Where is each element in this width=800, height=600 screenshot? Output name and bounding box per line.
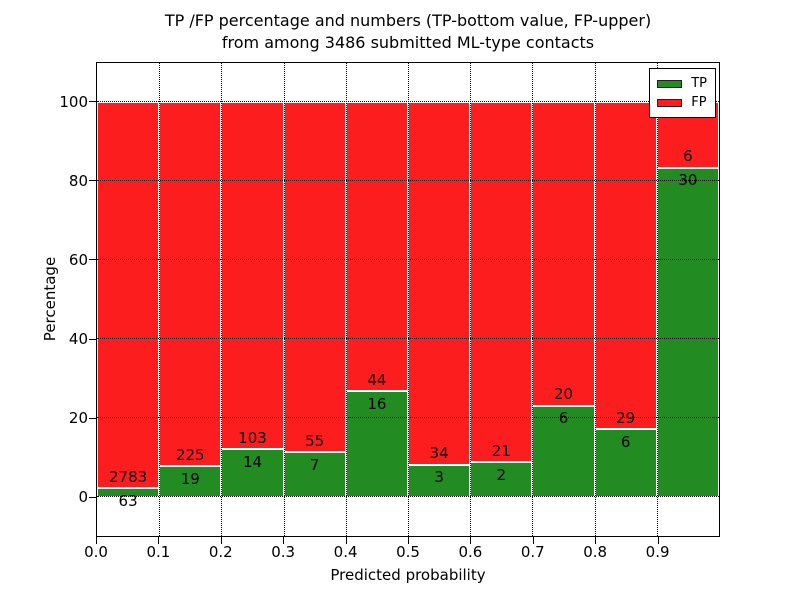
- bar-label-fp: 103: [238, 429, 267, 448]
- gridline-vertical: [408, 63, 409, 536]
- y-tick-mark: [89, 101, 96, 103]
- bar-segment-fp: [470, 102, 533, 463]
- chart-title-line2: from among 3486 submitted ML-type contac…: [221, 33, 595, 52]
- bar-label-fp: 44: [367, 370, 387, 389]
- y-tick-label: 0: [78, 488, 88, 507]
- y-tick-mark: [89, 496, 96, 498]
- bar-0.0: 2783 63: [97, 63, 160, 536]
- y-tick-mark: [89, 417, 96, 419]
- gridline-vertical: [532, 63, 534, 536]
- bar-segment-fp: [532, 102, 595, 406]
- gridline-vertical: [656, 63, 658, 536]
- gridline-vertical: [159, 63, 161, 536]
- bar-label-fp: 21: [491, 441, 511, 460]
- bar-0.4: 44 16: [345, 63, 408, 536]
- x-axis-label: Predicted probability: [330, 566, 486, 584]
- plot-area: 2783 63 225 19 103 14 55 7 44 16 34 3 21 2 20 6 29 6 6 30 T…: [96, 62, 720, 537]
- y-tick-mark: [89, 180, 96, 182]
- bar-label-fp: 225: [175, 445, 205, 464]
- bar-0.7: 20 6: [532, 63, 595, 536]
- legend: TP FP: [649, 68, 716, 118]
- y-tick-label: 100: [59, 92, 88, 111]
- x-tick-mark: [96, 537, 97, 544]
- bar-segment-fp: [159, 102, 222, 466]
- bar-segment-tp: [345, 391, 408, 497]
- gridline-vertical: [345, 63, 347, 536]
- bar-label-fp: 2783: [109, 467, 148, 486]
- chart-title-line1: TP /FP percentage and numbers (TP-bottom…: [164, 11, 652, 30]
- bar-label-tp: 2: [496, 465, 507, 484]
- bar-segment-fp: [345, 102, 408, 392]
- x-tick-mark: [657, 537, 659, 544]
- bar-0.8: 29 6: [594, 63, 657, 536]
- bar-label-fp: 55: [305, 431, 325, 450]
- x-tick-label: 0.2: [208, 543, 233, 561]
- bar-label-fp: 20: [553, 385, 574, 404]
- legend-entry-tp: TP: [657, 74, 707, 93]
- y-tick-label: 80: [68, 171, 88, 190]
- gridline-vertical: [594, 63, 596, 536]
- x-tick-label: 0.1: [146, 543, 171, 561]
- x-tick-mark: [595, 537, 597, 544]
- bar-segment-tp: [470, 462, 533, 497]
- x-tick-mark: [345, 537, 347, 544]
- x-tick-mark: [220, 537, 222, 544]
- bar-label-fp: 34: [429, 444, 449, 463]
- x-tick-label: 0.3: [271, 543, 296, 561]
- gridline-vertical: [283, 63, 285, 536]
- bar-segment-fp: [97, 102, 160, 488]
- legend-entry-fp: FP: [657, 93, 707, 112]
- legend-label: FP: [691, 95, 707, 110]
- x-tick-mark: [158, 537, 160, 544]
- bar-0.6: 21 2: [470, 63, 533, 536]
- bars-layer: 2783 63 225 19 103 14 55 7 44 16 34 3 21 2 20 6 29 6 6 30: [97, 63, 719, 536]
- bar-label-tp: 16: [367, 394, 387, 413]
- bar-label-tp: 14: [242, 453, 263, 472]
- x-tick-mark: [408, 537, 409, 544]
- x-tick-label: 0.5: [396, 543, 420, 561]
- y-tick-label: 40: [68, 330, 88, 349]
- x-tick-label: 0.4: [333, 543, 358, 561]
- x-tick-label: 0.0: [84, 543, 108, 561]
- legend-swatch-tp: [657, 79, 683, 88]
- x-tick-mark: [532, 537, 534, 544]
- bar-0.1: 225 19: [159, 63, 222, 536]
- bar-label-tp: 3: [434, 468, 444, 487]
- x-tick-label: 0.7: [520, 543, 545, 561]
- y-tick-mark: [89, 338, 96, 340]
- x-tick-label: 0.8: [583, 543, 608, 561]
- legend-label: TP: [691, 76, 707, 91]
- bar-label-tp: 6: [620, 432, 631, 451]
- y-tick-label: 60: [68, 250, 88, 269]
- y-tick-mark: [89, 259, 96, 261]
- bar-label-fp: 6: [683, 146, 693, 165]
- bar-segment-fp: [594, 102, 657, 430]
- chart-title: TP /FP percentage and numbers (TP-bottom…: [96, 10, 720, 54]
- x-tick-mark: [283, 537, 285, 544]
- x-tick-label: 0.9: [645, 543, 670, 561]
- bar-label-tp: 7: [309, 455, 320, 474]
- bar-segment-fp: [283, 102, 346, 453]
- bar-0.2: 103 14: [221, 63, 284, 536]
- x-tick-label: 0.6: [458, 543, 483, 561]
- gridline-vertical: [221, 63, 223, 536]
- bar-segment-fp: [408, 102, 471, 465]
- bar-0.3: 55 7: [283, 63, 346, 536]
- bar-segment-tp: [532, 405, 595, 497]
- bar-label-tp: 6: [558, 409, 569, 428]
- y-axis-label: Percentage: [41, 256, 59, 342]
- grid-layer: [97, 63, 719, 536]
- bar-segment-tp: [221, 449, 284, 497]
- bar-segment-fp: [221, 102, 284, 450]
- legend-swatch-fp: [657, 98, 683, 107]
- x-tick-mark: [470, 537, 472, 544]
- y-tick-label: 20: [68, 409, 88, 428]
- gridline-vertical: [470, 63, 472, 536]
- bar-label-tp: 30: [678, 170, 698, 189]
- bar-label-tp: 19: [180, 469, 200, 488]
